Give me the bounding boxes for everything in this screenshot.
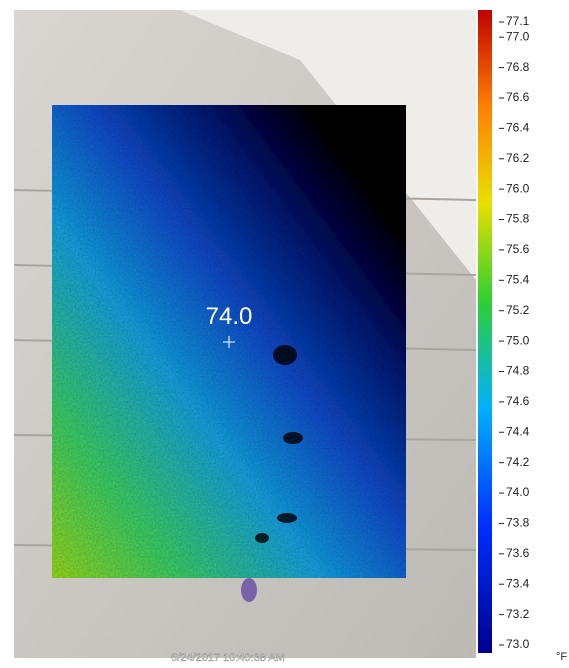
scale-tick-label: 74.6	[506, 394, 530, 408]
spot-reading: 74.0	[206, 303, 253, 330]
scale-tick-label: 75.0	[506, 333, 530, 347]
scale-tick-label: 75.8	[506, 212, 530, 226]
scale-tick-label: 76.6	[506, 90, 530, 104]
scale-tick-label: 75.2	[506, 303, 530, 317]
spot-crosshair	[223, 336, 235, 348]
timestamp: 6/24/2017 10:40:38 AM	[171, 652, 285, 664]
color-scale-bar	[478, 10, 492, 653]
scale-tick-label: 74.0	[506, 485, 530, 499]
scale-tick-label: 77.1	[506, 14, 530, 28]
scale-tick-label: 74.4	[506, 424, 530, 438]
scale-tick-label: 73.4	[506, 576, 530, 590]
floor-spot	[241, 578, 257, 602]
scale-tick-label: 76.2	[506, 151, 530, 165]
scale-tick-label: 73.2	[506, 607, 530, 621]
scale-tick-label: 77.0	[506, 29, 530, 43]
scale-tick-label: 75.6	[506, 242, 530, 256]
cold-spots	[255, 345, 303, 543]
scale-unit: °F	[556, 651, 567, 663]
scale-tick-label: 76.0	[506, 181, 530, 195]
scale-tick-label: 73.6	[506, 546, 530, 560]
scale-tick-label: 76.4	[506, 121, 530, 135]
wall-trim	[180, 10, 476, 280]
scale-tick-label: 76.8	[506, 60, 530, 74]
scale-tick-label: 73.8	[506, 516, 530, 530]
scale-tick-label: 74.8	[506, 364, 530, 378]
scale-tick-label: 73.0	[506, 637, 530, 651]
scale-tick-label: 75.4	[506, 272, 530, 286]
scale-tick-label: 74.2	[506, 455, 530, 469]
